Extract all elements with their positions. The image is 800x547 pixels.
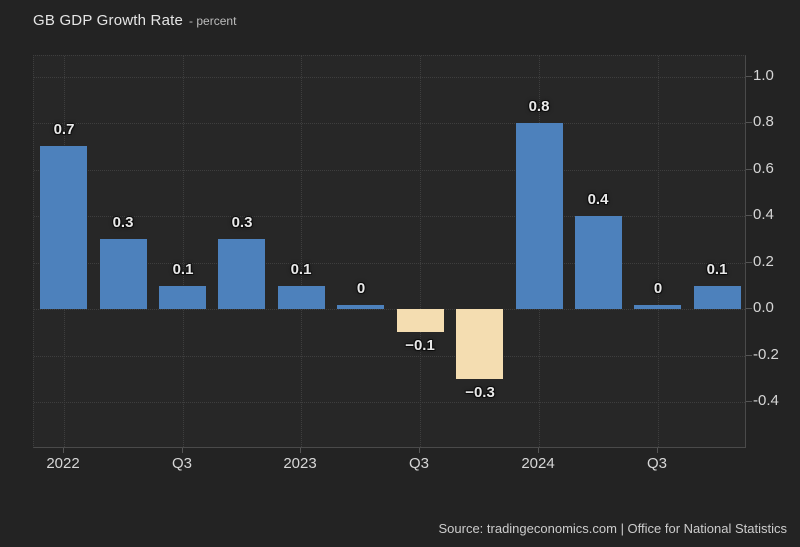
y-axis-tick [746, 215, 752, 216]
y-axis-label: -0.2 [753, 346, 779, 363]
bar-value-label: 0 [653, 280, 663, 297]
y-axis-label: 0.6 [753, 160, 774, 177]
bar[interactable] [575, 216, 622, 309]
y-axis-tick [746, 169, 752, 170]
bar[interactable] [634, 305, 681, 309]
bar-value-label: 0.1 [172, 261, 194, 278]
x-axis-label: 2024 [521, 455, 555, 472]
x-axis-label: Q3 [171, 455, 192, 472]
bar-value-label: 0.3 [231, 214, 253, 231]
chart-header: GB GDP Growth Rate - percent [33, 12, 236, 29]
x-axis-tick [657, 448, 658, 453]
bar-value-label: 0.1 [706, 261, 728, 278]
y-axis-label: -0.4 [753, 392, 779, 409]
chart-title: GB GDP Growth Rate [33, 12, 184, 29]
bar-value-label: 0.7 [53, 121, 75, 138]
y-axis-tick [746, 308, 752, 309]
y-gridline [34, 263, 745, 264]
x-axis-label: 2023 [283, 455, 317, 472]
x-axis-label: 2022 [46, 455, 80, 472]
bar-value-label: 0 [356, 280, 366, 297]
bar-value-label: −0.3 [465, 384, 495, 401]
x-axis-label: Q3 [646, 455, 667, 472]
y-gridline [34, 170, 745, 171]
y-axis-label: 0.2 [753, 253, 774, 270]
y-axis-tick [746, 401, 752, 402]
y-gridline [34, 77, 745, 78]
y-axis-tick [746, 262, 752, 263]
bar[interactable] [694, 286, 741, 309]
y-axis-label: 0.4 [753, 206, 774, 223]
x-axis-tick [300, 448, 301, 453]
x-axis-tick [419, 448, 420, 453]
x-axis-tick [63, 448, 64, 453]
x-axis-tick [538, 448, 539, 453]
y-axis-tick [746, 76, 752, 77]
bar[interactable] [278, 286, 325, 309]
x-gridline [658, 56, 659, 447]
plot-area: 0.7 0.3 0.1 0.3 0.1 0 −0.1 −0.3 0.8 0.4 0 0.1 [33, 55, 746, 448]
source-attribution: Source: tradingeconomics.com | Office fo… [438, 521, 787, 536]
y-gridline [34, 356, 745, 357]
y-axis-label: 0.0 [753, 299, 774, 316]
x-gridline [420, 56, 421, 447]
bar-value-label: −0.1 [405, 337, 435, 354]
y-gridline [34, 402, 745, 403]
bar[interactable] [516, 123, 563, 309]
bar[interactable] [397, 309, 444, 332]
y-gridline [34, 216, 745, 217]
bar[interactable] [337, 305, 384, 309]
y-gridline [34, 309, 745, 310]
y-axis-label: 1.0 [753, 67, 774, 84]
y-gridline [34, 123, 745, 124]
bar[interactable] [159, 286, 206, 309]
x-gridline [183, 56, 184, 447]
x-axis-label: Q3 [408, 455, 429, 472]
x-axis-tick [182, 448, 183, 453]
bar[interactable] [456, 309, 503, 379]
bar[interactable] [218, 239, 265, 309]
bar-value-label: 0.1 [290, 261, 312, 278]
chart-subtitle: - percent [189, 14, 237, 28]
bar-value-label: 0.4 [587, 191, 609, 208]
y-axis-label: 0.8 [753, 113, 774, 130]
bar-value-label: 0.8 [528, 98, 550, 115]
bar-value-label: 0.3 [112, 214, 134, 231]
y-axis-tick [746, 122, 752, 123]
bar[interactable] [100, 239, 147, 309]
x-gridline [301, 56, 302, 447]
y-axis-tick [746, 355, 752, 356]
bar[interactable] [40, 146, 87, 309]
